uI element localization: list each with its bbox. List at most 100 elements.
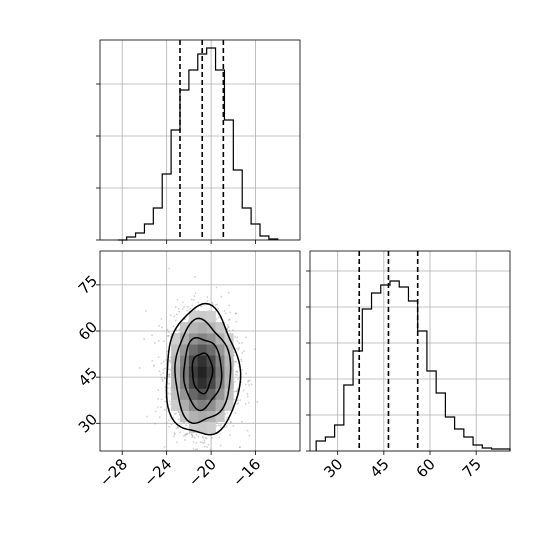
- scatter-point: [144, 310, 147, 312]
- x-tick-label: −24: [140, 455, 175, 490]
- scatter-point: [248, 384, 250, 386]
- scatter-point: [163, 367, 166, 370]
- scatter-point: [186, 309, 189, 312]
- scatter-point: [167, 334, 170, 337]
- scatter-point: [220, 295, 223, 298]
- scatter-point: [233, 351, 236, 354]
- density-cell: [188, 311, 199, 323]
- scatter-point: [226, 328, 229, 331]
- scatter-point: [201, 436, 204, 438]
- scatter-point: [216, 303, 219, 306]
- scatter-point: [178, 328, 181, 331]
- scatter-point: [206, 446, 209, 448]
- marginal-y-histogram-panel: 30 45 60 75: [306, 250, 511, 481]
- scatter-point: [215, 286, 218, 289]
- scatter-point: [179, 431, 181, 434]
- scatter-point: [236, 388, 239, 390]
- scatter-point: [237, 377, 239, 380]
- density-cell: [188, 410, 199, 423]
- scatter-point: [157, 356, 160, 359]
- scatter-point: [211, 437, 214, 439]
- scatter-point: [160, 406, 162, 409]
- density-cell: [171, 388, 181, 400]
- scatter-point: [234, 312, 237, 315]
- scatter-point: [191, 434, 193, 436]
- scatter-point: [185, 433, 188, 436]
- scatter-point: [160, 398, 163, 401]
- scatter-point: [226, 323, 229, 326]
- scatter-point: [161, 380, 164, 383]
- scatter-point: [228, 304, 231, 307]
- density-cell: [180, 399, 190, 411]
- density-cell: [197, 421, 207, 434]
- scatter-point: [226, 425, 228, 428]
- scatter-point: [160, 318, 163, 320]
- scatter-point: [246, 429, 249, 432]
- scatter-point: [246, 395, 249, 398]
- y-tick-label: 60: [75, 318, 101, 344]
- scatter-point: [183, 318, 186, 321]
- scatter-point: [143, 337, 146, 340]
- scatter-point: [167, 392, 170, 395]
- scatter-point: [237, 402, 239, 404]
- scatter-point: [166, 328, 169, 331]
- scatter-point: [250, 383, 253, 386]
- scatter-point: [192, 489, 194, 491]
- scatter-point: [179, 454, 181, 456]
- histogram-x-step: [117, 47, 279, 241]
- scatter-point: [225, 416, 228, 419]
- scatter-point: [236, 347, 238, 350]
- scatter-point: [153, 342, 156, 344]
- scatter-point: [169, 359, 171, 362]
- density-cell: [215, 410, 225, 423]
- scatter-point: [218, 436, 221, 439]
- x-tick-label: 45: [366, 455, 392, 481]
- scatter-point: [182, 435, 185, 437]
- density-cell: [206, 377, 216, 389]
- scatter-point: [191, 436, 194, 439]
- scatter-point: [203, 439, 206, 442]
- scatter-point: [202, 436, 205, 439]
- scatter-point: [232, 424, 235, 427]
- scatter-point: [166, 335, 169, 337]
- density-cell: [171, 399, 181, 411]
- scatter-point: [186, 432, 189, 435]
- scatter-point: [174, 306, 177, 308]
- scatter-point: [248, 434, 251, 437]
- scatter-point: [227, 326, 230, 328]
- scatter-point: [165, 359, 167, 361]
- scatter-point: [166, 350, 169, 353]
- density-cell: [215, 344, 225, 356]
- density-cell: [197, 410, 207, 423]
- scatter-point: [161, 376, 163, 379]
- scatter-point: [234, 336, 237, 339]
- scatter-point: [241, 420, 243, 423]
- density-cell: [206, 399, 216, 411]
- scatter-point: [228, 329, 231, 332]
- scatter-point: [168, 373, 170, 376]
- scatter-point: [157, 339, 160, 342]
- scatter-point: [186, 305, 189, 308]
- scatter-point: [229, 434, 231, 437]
- scatter-point: [138, 367, 141, 369]
- scatter-point: [244, 402, 247, 405]
- scatter-point: [176, 425, 179, 428]
- density-cell: [188, 366, 199, 378]
- scatter-point: [246, 392, 249, 395]
- density-cell: [188, 421, 199, 434]
- x-tick-label: 60: [413, 455, 439, 481]
- scatter-point: [186, 433, 189, 436]
- scatter-point: [177, 307, 180, 310]
- scatter-point: [184, 433, 187, 436]
- scatter-point: [176, 298, 179, 301]
- scatter-point: [168, 360, 171, 363]
- density-cell: [180, 344, 190, 356]
- scatter-point: [241, 368, 243, 371]
- scatter-point: [234, 373, 237, 376]
- density-cell: [215, 388, 225, 400]
- scatter-point: [163, 445, 166, 448]
- scatter-point: [164, 386, 166, 389]
- scatter-point: [217, 316, 220, 319]
- scatter-point: [238, 346, 240, 349]
- scatter-point: [228, 418, 231, 421]
